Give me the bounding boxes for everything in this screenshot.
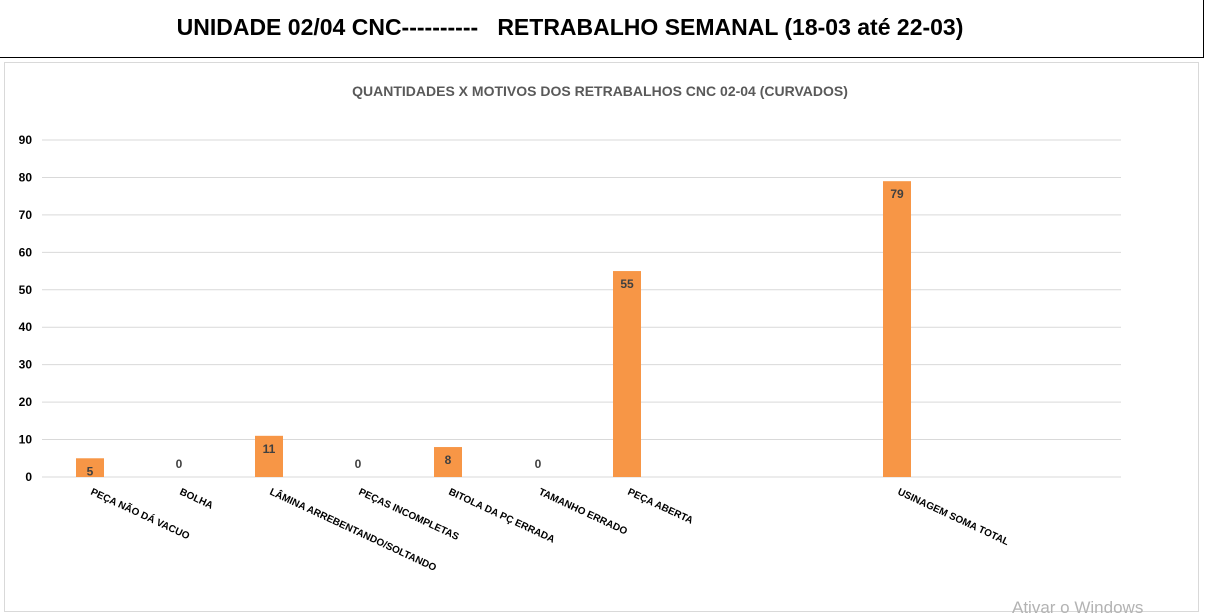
- y-tick-label: 70: [19, 208, 33, 222]
- bars: [76, 181, 911, 477]
- gridlines: [42, 139, 1121, 478]
- chart-area[interactable]: QUANTIDADES X MOTIVOS DOS RETRABALHOS CN…: [4, 62, 1199, 612]
- y-tick-label: 80: [19, 170, 33, 184]
- y-tick-label: 30: [19, 358, 33, 372]
- x-tick-label: USINAGEM SOMA TOTAL: [896, 487, 1011, 548]
- chart-title: QUANTIDADES X MOTIVOS DOS RETRABALHOS CN…: [352, 83, 848, 99]
- report-title: UNIDADE 02/04 CNC---------- RETRABALHO S…: [176, 14, 964, 40]
- report-header: UNIDADE 02/04 CNC---------- RETRABALHO S…: [0, 0, 1204, 58]
- data-label: 0: [535, 457, 542, 471]
- bar[interactable]: [255, 435, 283, 477]
- data-label: 79: [890, 187, 904, 201]
- data-label: 0: [355, 457, 362, 471]
- y-tick-label: 50: [19, 283, 33, 297]
- x-tick-label: LÂMINA ARREBENTANDO/SOLTANDO: [268, 485, 439, 574]
- data-label: 11: [263, 442, 276, 456]
- data-label: 55: [620, 277, 634, 291]
- y-tick-label: 90: [19, 133, 33, 147]
- bar[interactable]: [613, 271, 641, 477]
- y-tick-label: 10: [19, 433, 33, 447]
- data-labels: 5 0 11 0 8 0 55 79: [87, 187, 904, 478]
- data-label: 0: [176, 457, 183, 471]
- bar-chart: QUANTIDADES X MOTIVOS DOS RETRABALHOS CN…: [19, 83, 1121, 574]
- bar[interactable]: [434, 447, 462, 477]
- bar[interactable]: [883, 181, 911, 477]
- x-tick-label: BOLHA: [178, 487, 215, 512]
- y-axis-tick-labels: 0 10 20 30 40 50 60 70 80 90: [19, 133, 33, 484]
- x-tick-label: PEÇA ABERTA: [626, 487, 695, 527]
- x-tick-label: TAMANHO ERRADO: [537, 487, 629, 538]
- y-tick-label: 0: [25, 470, 32, 484]
- data-label: 8: [445, 453, 452, 467]
- bar[interactable]: [76, 458, 104, 477]
- x-tick-label: PEÇA NÃO DÁ VACUO: [89, 485, 192, 542]
- y-tick-label: 20: [19, 395, 33, 409]
- data-label: 5: [87, 464, 94, 478]
- y-tick-label: 40: [19, 320, 33, 334]
- y-tick-label: 60: [19, 245, 33, 259]
- windows-activation-watermark: Ativar o Windows: [1012, 598, 1144, 616]
